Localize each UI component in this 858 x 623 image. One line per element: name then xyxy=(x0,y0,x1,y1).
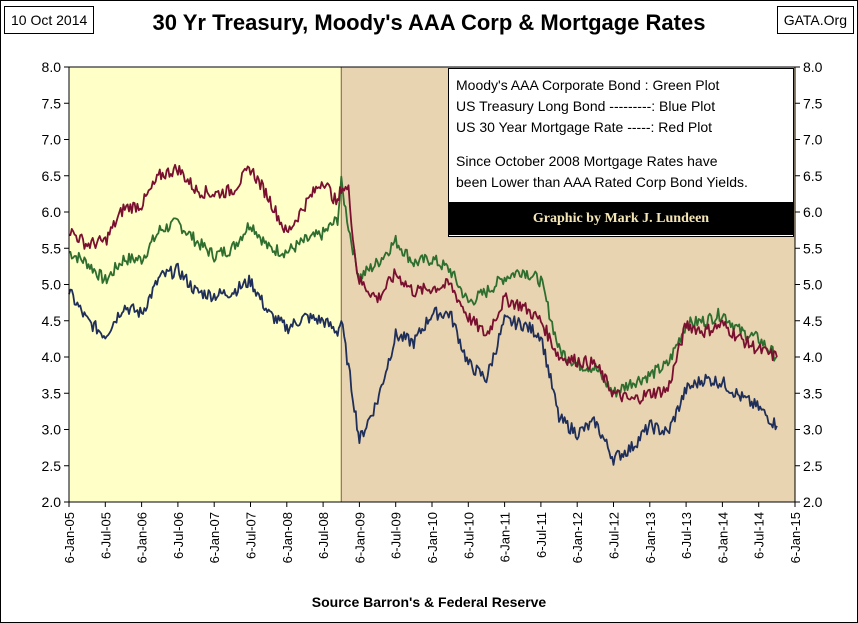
series-line-blue xyxy=(68,262,778,466)
y-tick-label: 5.5 xyxy=(42,240,62,256)
y-tick-label-right: 3.0 xyxy=(803,422,823,438)
y-tick-label: 3.5 xyxy=(42,385,62,401)
x-tick-label: 6-Jul-14 xyxy=(752,512,767,559)
x-tick-label: 6-Jan-09 xyxy=(352,512,367,563)
series-line-red xyxy=(68,163,778,405)
y-tick-label-right: 4.0 xyxy=(803,349,823,365)
y-tick-label: 5.0 xyxy=(42,277,62,293)
shade-region-pre-2008 xyxy=(69,67,342,502)
x-tick-label: 6-Jul-08 xyxy=(316,512,331,559)
y-tick-label: 8.0 xyxy=(42,59,62,75)
x-tick-label: 6-Jul-09 xyxy=(389,512,404,559)
legend-aaa: Moody's AAA Corporate Bond : Green Plot xyxy=(456,77,720,93)
x-tick-label: 6-Jan-13 xyxy=(643,512,658,563)
x-tick-label: 6-Jan-06 xyxy=(135,512,150,563)
legend-box: Moody's AAA Corporate Bond : Green Plot … xyxy=(448,68,794,237)
x-tick-label: 6-Jul-10 xyxy=(461,512,476,559)
legend-mortgage: US 30 Year Mortgage Rate -----: Red Plot xyxy=(456,119,713,135)
y-tick-label-right: 3.5 xyxy=(803,385,823,401)
legend-note-1: Since October 2008 Mortgage Rates have xyxy=(456,153,718,169)
y-tick-label-right: 5.5 xyxy=(803,240,823,256)
y-tick-label-right: 2.0 xyxy=(803,494,823,510)
x-tick-label: 6-Jan-05 xyxy=(62,512,77,563)
x-tick-label: 6-Jan-11 xyxy=(498,512,513,562)
site-label: GATA.Org xyxy=(776,6,854,34)
x-tick-label: 6-Jan-15 xyxy=(788,512,803,563)
x-tick-label: 6-Jan-08 xyxy=(280,512,295,563)
x-tick-label: 6-Jul-07 xyxy=(244,512,259,559)
x-tick-label: 6-Jul-06 xyxy=(171,512,186,559)
y-tick-label: 4.0 xyxy=(42,349,62,365)
y-tick-label: 2.5 xyxy=(42,458,62,474)
date-label: 10 Oct 2014 xyxy=(4,6,95,34)
x-tick-label: 6-Jan-07 xyxy=(207,512,222,563)
y-tick-label-right: 2.5 xyxy=(803,458,823,474)
y-tick-label-right: 4.5 xyxy=(803,313,823,329)
y-tick-label: 6.5 xyxy=(42,168,62,184)
x-tick-label: 6-Jan-12 xyxy=(570,512,585,563)
credit-banner: Graphic by Mark J. Lundeen xyxy=(449,202,793,235)
x-tick-label: 6-Jul-13 xyxy=(679,512,694,559)
x-tick-label: 6-Jul-12 xyxy=(607,512,622,559)
y-tick-label-right: 6.5 xyxy=(803,168,823,184)
y-tick-label: 7.5 xyxy=(42,95,62,111)
y-tick-label-right: 6.0 xyxy=(803,204,823,220)
chart-title: 30 Yr Treasury, Moody's AAA Corp & Mortg… xyxy=(152,10,706,35)
y-tick-label: 2.0 xyxy=(42,494,62,510)
y-tick-label: 3.0 xyxy=(42,422,62,438)
legend-note-2: been Lower than AAA Rated Corp Bond Yiel… xyxy=(456,174,748,190)
x-tick-label: 6-Jul-11 xyxy=(534,512,549,558)
y-tick-label-right: 7.5 xyxy=(803,95,823,111)
series-line-green xyxy=(68,175,778,398)
legend-treasury: US Treasury Long Bond ---------: Blue Pl… xyxy=(456,98,716,114)
x-tick-label: 6-Jan-14 xyxy=(715,512,730,563)
y-tick-label-right: 7.0 xyxy=(803,132,823,148)
y-tick-label: 7.0 xyxy=(42,132,62,148)
x-tick-label: 6-Jul-05 xyxy=(98,512,113,559)
source-label: Source Barron's & Federal Reserve xyxy=(311,594,547,610)
y-tick-label-right: 8.0 xyxy=(803,59,823,75)
y-tick-label: 6.0 xyxy=(42,204,62,220)
y-tick-label-right: 5.0 xyxy=(803,277,823,293)
plot-border xyxy=(68,66,796,503)
y-tick-label: 4.5 xyxy=(42,313,62,329)
x-tick-label: 6-Jan-10 xyxy=(425,512,440,563)
